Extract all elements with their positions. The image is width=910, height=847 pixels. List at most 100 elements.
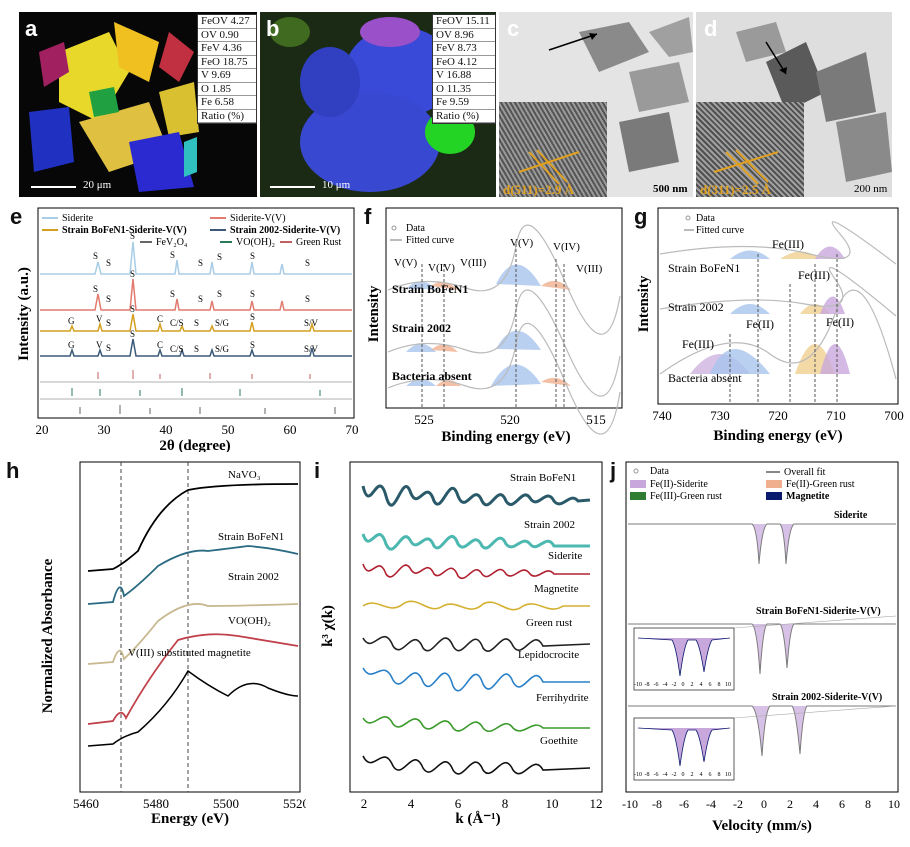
peak-mark: S/V (304, 344, 319, 354)
peak-mark: S (106, 318, 111, 328)
peak-marks-row3: G V S S C C/S S S/G S S/V (68, 304, 319, 328)
inset-tick: -10 (634, 772, 642, 778)
inset-tick: 4 (700, 772, 703, 778)
trace-siderite-v (40, 278, 352, 311)
peak-marks-row2: S S S S S S S S (93, 269, 310, 304)
x-axis-label: Velocity (mm/s) (712, 818, 812, 834)
mossbauer-chart: Data Overall fit Fe(II)-Siderite Fe(II)-… (622, 461, 900, 834)
x-tick: 520 (500, 412, 520, 427)
xps-v-chart: Data Fitted curve V(V) V(IV) V(III) V(V)… (366, 207, 623, 445)
peak-mark: S (130, 329, 135, 339)
inset-tick: -8 (645, 772, 650, 778)
peak-mark: S (170, 250, 175, 260)
hrtem-inset (499, 102, 607, 197)
table-row: FeOV 15.11 (433, 15, 495, 29)
peak-mark: S (130, 269, 135, 279)
peak-mark: V (96, 314, 103, 324)
x-tick: 720 (768, 408, 788, 423)
sample-label: Siderite (834, 510, 868, 521)
peak-mark: S (250, 251, 255, 261)
x-tick: 20 (36, 422, 49, 437)
inset-tick: -4 (663, 682, 668, 688)
panel-i: Strain BoFeN1 Strain 2002 Siderite Magne… (308, 456, 610, 826)
x-tick: 700 (884, 408, 904, 423)
table-row: FeOV 4.27 (198, 15, 256, 29)
scale-label: 10 μm (322, 179, 351, 191)
table-row: V 16.88 (433, 69, 495, 83)
scale-label: 20 μm (83, 179, 112, 191)
sample-label: Goethite (540, 735, 578, 747)
trace-2002 (40, 338, 352, 357)
sample-label: Magnetite (534, 583, 579, 595)
inset-tick: 2 (691, 682, 694, 688)
sample-label: Strain 2002 (392, 321, 451, 335)
sample-label: Strain BoFeN1 (510, 472, 576, 484)
x-tick: -6 (679, 797, 689, 811)
peak-mark: S (106, 294, 111, 304)
inset-tick: 0 (682, 682, 685, 688)
legend-fit: Overall fit (784, 467, 826, 478)
panel-a: a FeOV 4.27 OV 0.90 FeV 4.36 FeO 18.75 V… (19, 12, 257, 197)
x-tick: 60 (284, 422, 297, 437)
legend-data: Data (406, 223, 425, 234)
legend-bofen1: Strain BoFeN1-Siderite-V(V) (62, 225, 187, 236)
scale-bar (31, 186, 76, 188)
table-row: Fe 9.59 (433, 96, 495, 110)
ratio-table: FeOV 4.27 OV 0.90 FeV 4.36 FeO 18.75 V 9… (197, 14, 257, 124)
scale-bar (270, 186, 315, 188)
trace-bofen1 (87, 545, 299, 605)
sample-label: VO(OH)₂ (228, 615, 271, 627)
x-tick: 8 (502, 796, 509, 811)
panel-label: e (10, 204, 23, 229)
eds-map-a-image (29, 22, 199, 192)
peak-mark: C/S (170, 318, 184, 328)
x-tick: 5500 (213, 796, 239, 811)
legend-green-rust-ii: Fe(II)-Green rust (786, 479, 855, 490)
peak-mark: S (305, 258, 310, 268)
sample-label: Bacteria absent (392, 369, 472, 383)
x-tick: 5520 (283, 796, 306, 811)
panel-d: d d(311)=2.5 Å 200 nm (696, 12, 892, 197)
trace-goethite (362, 755, 591, 775)
table-row: Ratio (%) (198, 110, 256, 123)
peak-mark: G (68, 316, 75, 326)
panel-j: Data Overall fit Fe(II)-Siderite Fe(II)-… (610, 456, 906, 841)
peak-mark: S (198, 258, 203, 268)
peak-mark: C (157, 340, 163, 350)
tem-c-image (548, 17, 693, 172)
inset-ticks: -10 -8 -6 -4 -2 0 2 4 6 8 10 -10 -8 -6 -… (634, 682, 731, 778)
legend-fit: Fitted curve (406, 235, 455, 246)
x-axis-label: Binding energy (eV) (713, 428, 842, 444)
x-tick: -8 (652, 797, 662, 811)
inset-tick: 8 (718, 772, 721, 778)
scale-label: 200 nm (854, 183, 888, 195)
table-row: FeO 18.75 (198, 56, 256, 69)
x-tick: 4 (813, 797, 819, 811)
inset-tick: 2 (691, 772, 694, 778)
tem-d-image (736, 22, 892, 182)
peak-label: V(V) (394, 257, 418, 269)
sample-label: Lepidocrocite (518, 649, 579, 661)
peak-mark: S (217, 289, 222, 299)
peak-marks-row4: G V S S C C/S S S/G S S/V (68, 329, 319, 354)
x-tick: 10 (888, 797, 900, 811)
legend-siderite: Siderite (62, 213, 94, 224)
y-axis-label: Normalized Absorbance (40, 558, 56, 713)
table-row: O 11.35 (433, 83, 495, 96)
peak-mark: S (250, 312, 255, 322)
legend-green-rust: Green Rust (296, 237, 341, 248)
panel-label: g (634, 204, 648, 229)
x-tick: 2 (787, 797, 793, 811)
peak-label: V(V) (510, 237, 534, 249)
inset-tick: 8 (718, 682, 721, 688)
panel-label: c (507, 16, 520, 41)
x-tick: 2 (361, 796, 368, 811)
peak-mark: S (106, 343, 111, 353)
x-tick: 525 (414, 412, 434, 427)
panel-g: Data Fitted curve Fe(III) Fe(III) Fe(II)… (630, 204, 904, 452)
sample-label: Ferrihydrite (536, 692, 589, 704)
legend-siderite-v: Siderite-V(V) (230, 213, 286, 224)
y-axis-label: Intensity (a.u.) (16, 267, 32, 361)
sample-label: Strain BoFeN1 (392, 282, 468, 296)
hrtem-inset (696, 102, 804, 197)
